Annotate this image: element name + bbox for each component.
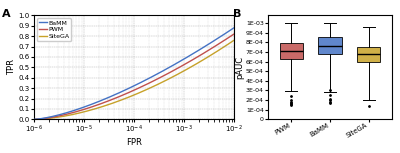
PWM — [122, 93, 127, 95]
BaMM — [150, 76, 154, 78]
PWM — [32, 118, 36, 120]
Line: BaMM: BaMM — [34, 28, 234, 119]
BaMM — [32, 118, 36, 120]
BaMM — [67, 111, 72, 113]
SiteGA — [83, 111, 88, 112]
SiteGA — [182, 70, 187, 71]
SiteGA — [232, 39, 236, 41]
PWM — [67, 113, 72, 114]
PathPatch shape — [280, 43, 303, 59]
SiteGA — [67, 114, 72, 116]
Y-axis label: pAUC: pAUC — [236, 56, 244, 79]
Line: PWM: PWM — [34, 34, 234, 119]
SiteGA — [32, 118, 36, 120]
PathPatch shape — [357, 47, 380, 62]
Text: A: A — [2, 9, 11, 19]
PWM — [83, 108, 88, 110]
PWM — [150, 81, 154, 83]
SiteGA — [122, 98, 127, 100]
BaMM — [83, 106, 88, 108]
Legend: BaMM, PWM, SiteGA: BaMM, PWM, SiteGA — [37, 18, 71, 41]
BaMM — [122, 90, 127, 91]
X-axis label: FPR: FPR — [126, 138, 142, 147]
PWM — [182, 63, 187, 65]
SiteGA — [165, 79, 170, 80]
BaMM — [165, 67, 170, 69]
PWM — [165, 73, 170, 75]
Line: SiteGA: SiteGA — [34, 40, 234, 119]
BaMM — [232, 27, 236, 29]
SiteGA — [150, 86, 154, 88]
Y-axis label: TPR: TPR — [7, 59, 16, 75]
Text: B: B — [233, 9, 242, 19]
PathPatch shape — [318, 37, 342, 54]
PWM — [232, 33, 236, 35]
BaMM — [182, 58, 187, 60]
